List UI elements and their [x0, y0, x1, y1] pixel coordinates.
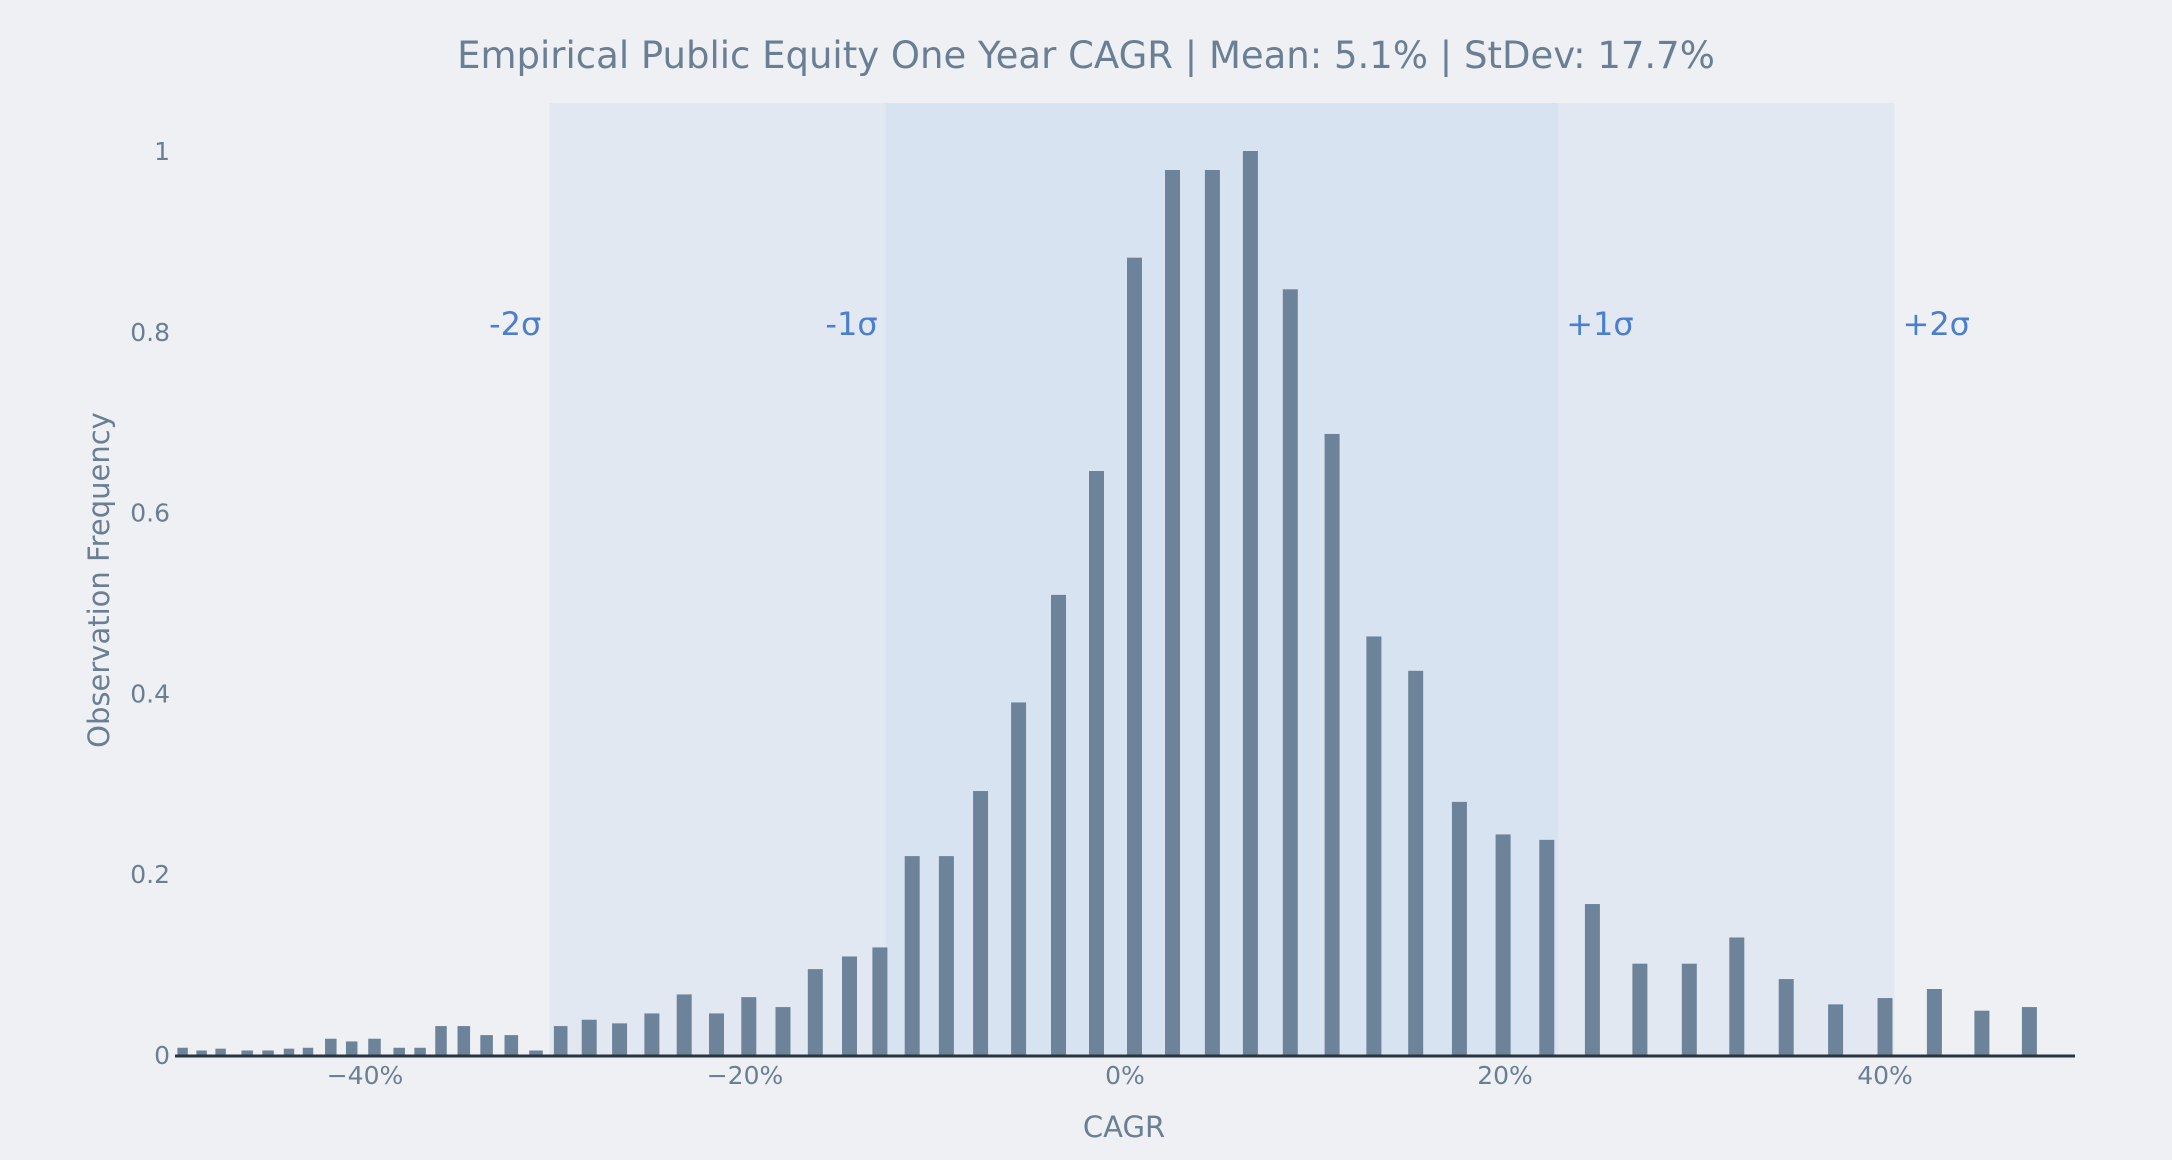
sigma-annotation: -1σ [825, 305, 877, 343]
bar [1539, 839, 1555, 1055]
bar [529, 1050, 543, 1055]
bar [709, 1013, 724, 1055]
bar [842, 956, 857, 1055]
bar [1974, 1010, 1990, 1055]
y-tick-label: 0.6 [130, 499, 170, 528]
bars [177, 151, 2037, 1055]
y-axis-label: Observation Frequency [82, 412, 116, 748]
bar [302, 1047, 314, 1055]
bar [775, 1007, 791, 1055]
bar [1089, 471, 1104, 1055]
bar [241, 1050, 253, 1055]
bar [325, 1038, 337, 1055]
y-tick-label: 1 [154, 137, 170, 166]
sigma-annotation: +1σ [1566, 305, 1633, 343]
bar [1877, 998, 1893, 1055]
bar [1204, 169, 1220, 1055]
y-tick-label: 0.2 [130, 860, 170, 889]
bar [938, 856, 954, 1055]
bar [283, 1048, 295, 1055]
bar [741, 997, 757, 1055]
bar [2021, 1007, 2037, 1055]
x-tick-label: −20% [707, 1061, 784, 1090]
bar [480, 1035, 493, 1055]
bar [393, 1047, 405, 1055]
y-tick-label: 0 [154, 1041, 170, 1070]
sigma-annotation: +2σ [1903, 305, 1970, 343]
bar [262, 1050, 274, 1055]
bar [414, 1047, 426, 1055]
bar [215, 1048, 226, 1055]
bar [1282, 289, 1298, 1055]
sigma-annotations: -2σ -1σ +1σ +2σ [489, 305, 1970, 343]
bar [1632, 963, 1648, 1055]
bar [1451, 801, 1467, 1055]
bar [807, 969, 823, 1055]
bar [553, 1026, 568, 1055]
bar [1324, 433, 1340, 1055]
bar [1127, 257, 1142, 1055]
sigma-annotation: -2σ [489, 305, 541, 343]
x-axis-ticks: −40% −20% 0% 20% 40% [327, 1061, 1913, 1090]
bar [177, 1047, 188, 1055]
bar [1051, 594, 1066, 1055]
bar [904, 856, 920, 1055]
y-tick-label: 0.8 [130, 318, 170, 347]
bar [196, 1050, 207, 1055]
bar [368, 1038, 381, 1055]
bar [457, 1026, 471, 1055]
bar [1242, 151, 1258, 1055]
bar [1165, 169, 1180, 1055]
bar [1495, 834, 1511, 1055]
bar [1926, 989, 1942, 1055]
bar [581, 1019, 597, 1055]
bar [345, 1041, 358, 1055]
bar [644, 1013, 660, 1055]
x-axis-label: CAGR [1083, 1110, 1165, 1144]
bar [1011, 702, 1027, 1055]
chart-title: Empirical Public Equity One Year CAGR | … [457, 34, 1715, 77]
bar [1408, 670, 1424, 1055]
bar [1584, 904, 1600, 1055]
x-tick-label: 20% [1477, 1061, 1533, 1090]
bar [973, 791, 989, 1055]
bar [872, 947, 888, 1055]
bar [1681, 963, 1697, 1055]
bar [1729, 937, 1745, 1055]
y-tick-label: 0.4 [130, 679, 170, 708]
x-tick-label: −40% [327, 1061, 404, 1090]
bar [1778, 979, 1794, 1055]
bar [504, 1035, 519, 1055]
sigma-bands [549, 103, 1895, 1055]
bar [435, 1026, 447, 1055]
bar [1828, 1004, 1844, 1055]
sigma-band-1 [885, 103, 1559, 1055]
bar [676, 994, 692, 1055]
bar [612, 1023, 628, 1055]
x-tick-label: 40% [1857, 1061, 1913, 1090]
bar [1366, 636, 1382, 1055]
x-tick-label: 0% [1105, 1061, 1145, 1090]
y-axis-ticks: 0 0.2 0.4 0.6 0.8 1 [130, 137, 170, 1070]
